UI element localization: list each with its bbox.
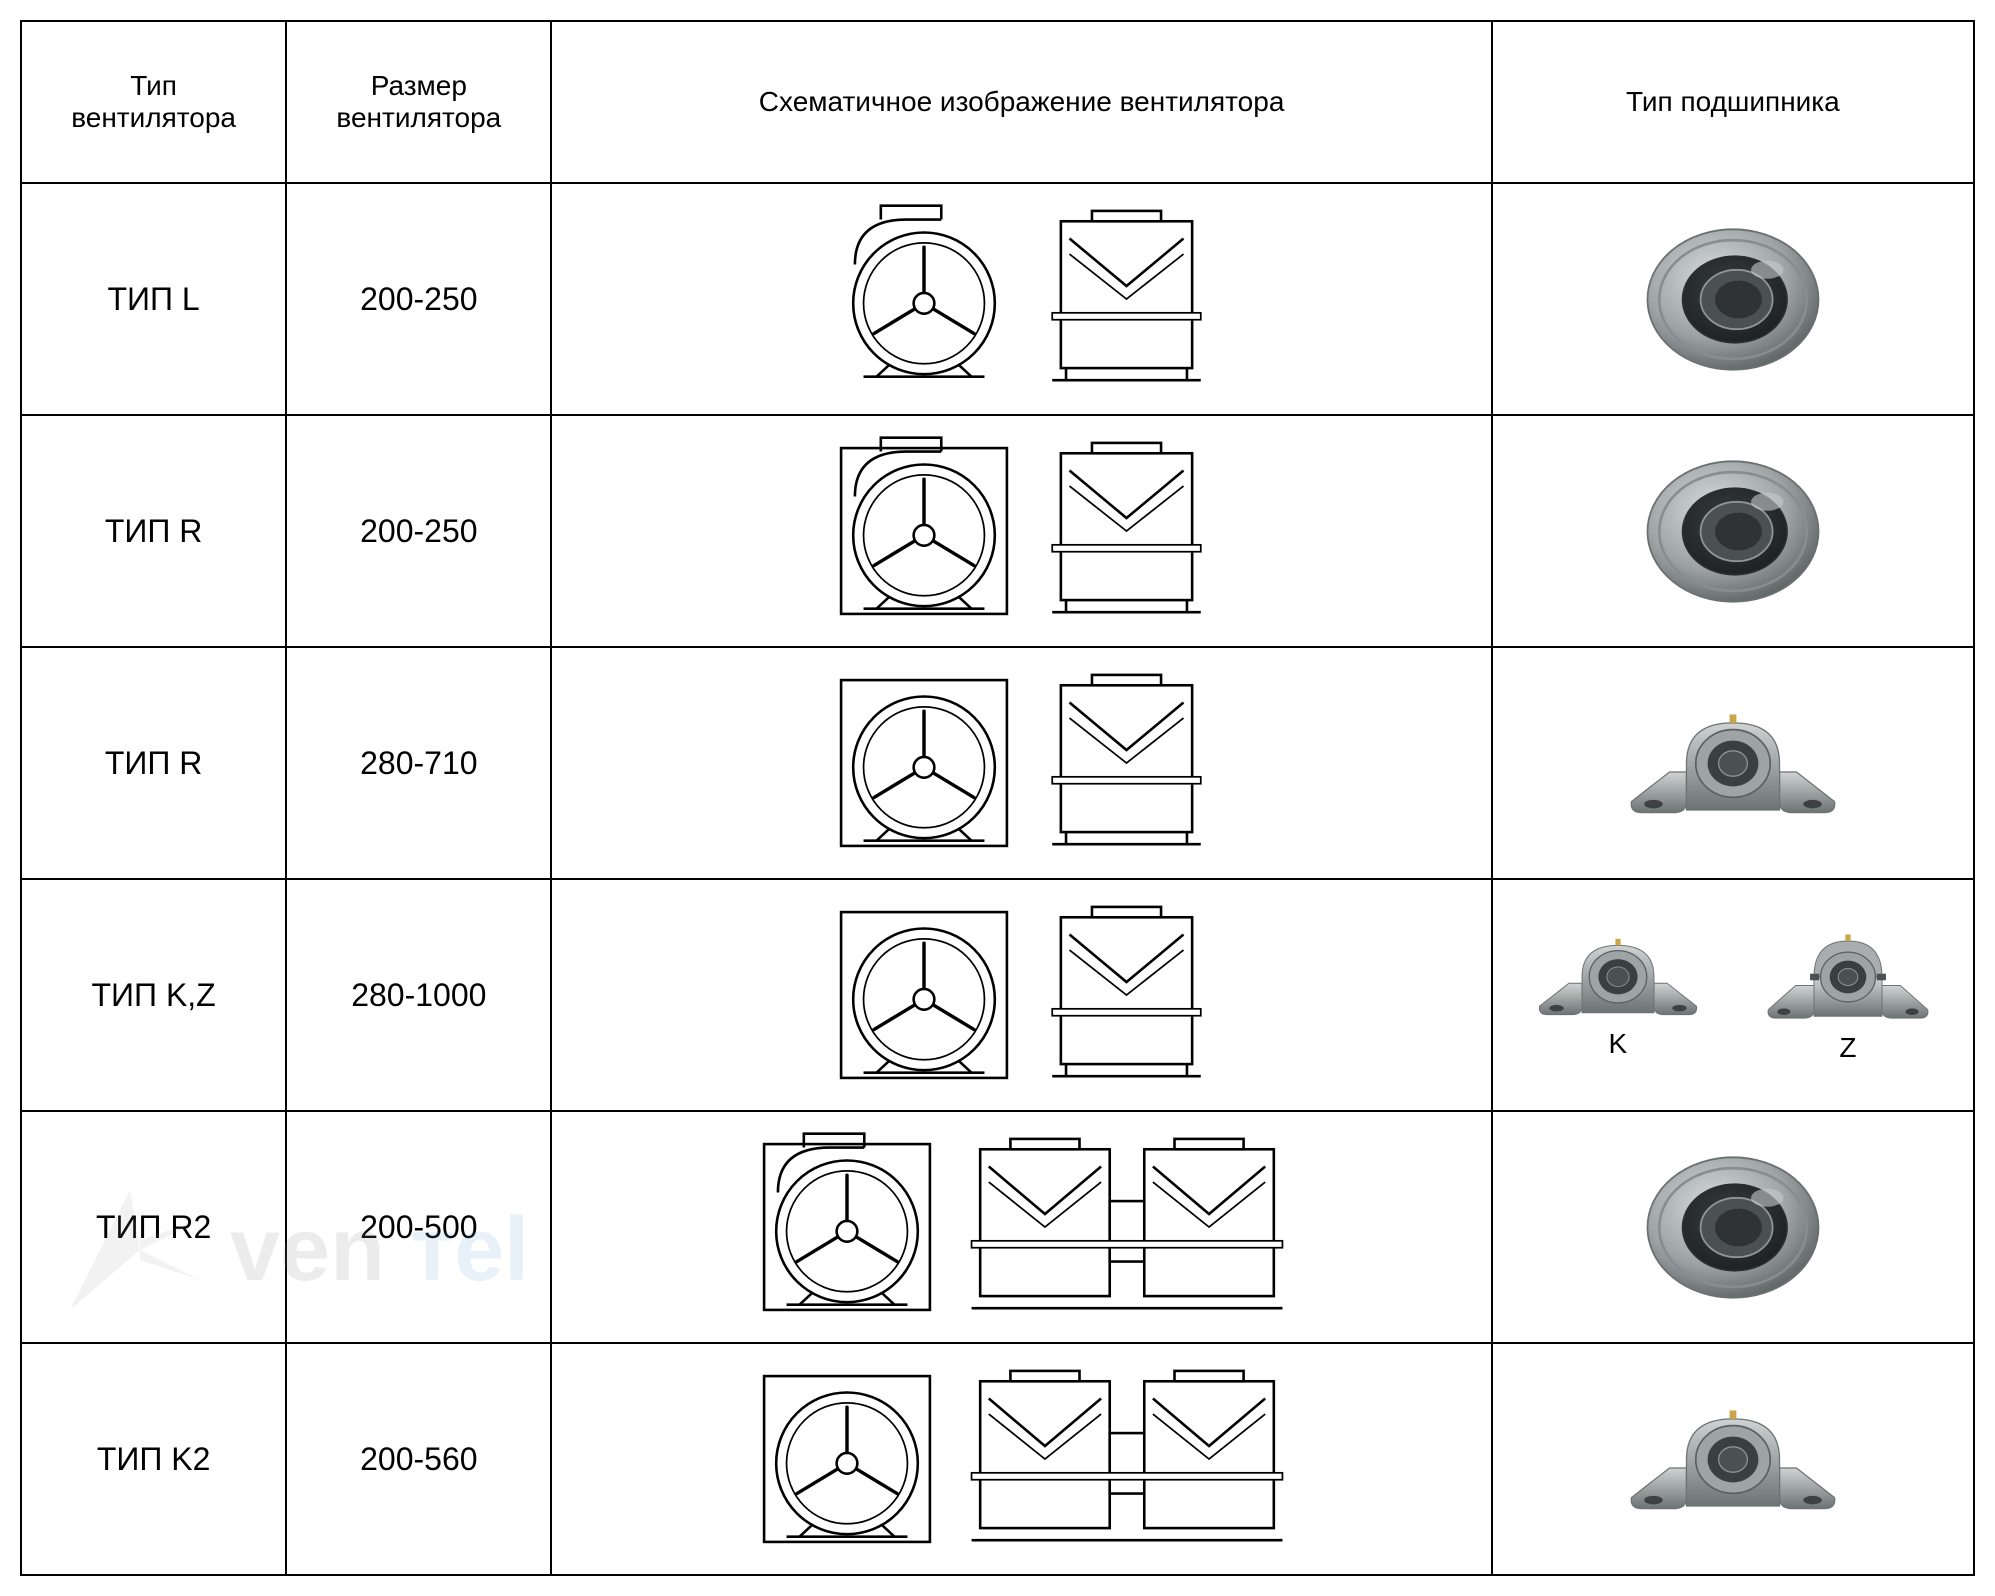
bearing-k-icon: K [1533, 930, 1703, 1060]
cell-fan-size: 200-250 [286, 183, 551, 415]
cell-bearing: K Z [1492, 879, 1974, 1111]
table-row: ТИП R2 200-500 [21, 1111, 1974, 1343]
header-row: Тип вентилятора Размер вентилятора Схема… [21, 21, 1974, 183]
cell-fan-type: ТИП R [21, 647, 286, 879]
cell-fan-type: ТИП K,Z [21, 879, 286, 1111]
table-row: ТИП R 200-250 [21, 415, 1974, 647]
table-row: ТИП L 200-250 [21, 183, 1974, 415]
cell-bearing [1492, 183, 1974, 415]
cell-fan-size: 280-710 [286, 647, 551, 879]
bearing-z-icon: Z [1763, 926, 1933, 1064]
cell-bearing [1492, 1343, 1974, 1575]
fan-table: Тип вентилятора Размер вентилятора Схема… [20, 20, 1975, 1576]
cell-bearing [1492, 415, 1974, 647]
cell-schematic [551, 183, 1491, 415]
header-fan-type: Тип вентилятора [21, 21, 286, 183]
bearing-k-label: K [1608, 1028, 1627, 1060]
cell-fan-type: ТИП K2 [21, 1343, 286, 1575]
cell-fan-type: ТИП R2 [21, 1111, 286, 1343]
cell-schematic [551, 647, 1491, 879]
table-row: ТИП R 280-710 [21, 647, 1974, 879]
cell-fan-type: ТИП R [21, 415, 286, 647]
cell-schematic [551, 879, 1491, 1111]
cell-fan-size: 280-1000 [286, 879, 551, 1111]
cell-fan-size: 200-500 [286, 1111, 551, 1343]
header-bearing: Тип подшипника [1492, 21, 1974, 183]
cell-fan-type: ТИП L [21, 183, 286, 415]
cell-schematic [551, 1111, 1491, 1343]
bearing-z-label: Z [1839, 1032, 1856, 1064]
cell-schematic [551, 1343, 1491, 1575]
cell-fan-size: 200-250 [286, 415, 551, 647]
table-row: ТИП K2 200-560 [21, 1343, 1974, 1575]
cell-bearing [1492, 647, 1974, 879]
cell-fan-size: 200-560 [286, 1343, 551, 1575]
cell-bearing [1492, 1111, 1974, 1343]
table-row: ТИП K,Z 280-1000 [21, 879, 1974, 1111]
header-fan-size: Размер вентилятора [286, 21, 551, 183]
header-schematic: Схематичное изображение вентилятора [551, 21, 1491, 183]
cell-schematic [551, 415, 1491, 647]
